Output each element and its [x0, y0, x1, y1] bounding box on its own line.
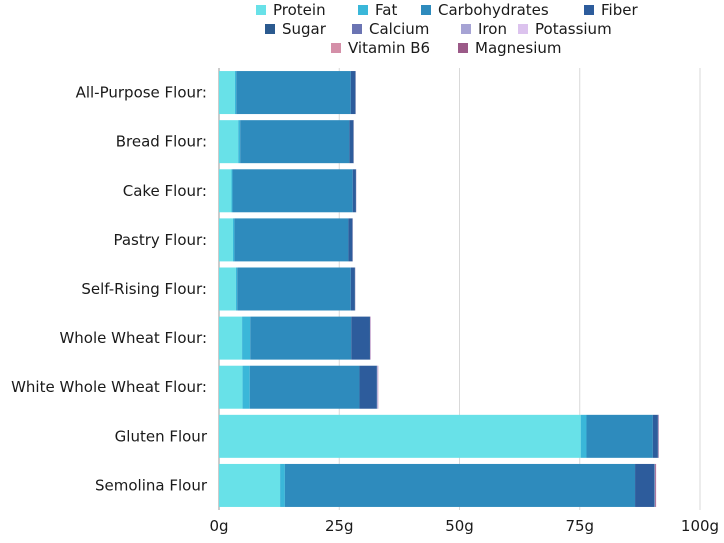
legend-swatch — [352, 24, 362, 34]
bar-row — [219, 463, 657, 507]
legend-swatch — [265, 24, 275, 34]
bar-row — [219, 414, 659, 458]
bar-segment — [348, 218, 353, 262]
bar-segment — [219, 365, 243, 409]
bar-row — [219, 71, 356, 115]
bar-segment — [232, 218, 235, 262]
bar-segment — [219, 414, 581, 458]
bar-segment — [235, 267, 238, 311]
bar-row — [219, 267, 356, 311]
bar-row — [219, 365, 379, 409]
bar-segment — [219, 316, 243, 360]
bar-segment — [234, 218, 349, 262]
bar-segment — [370, 316, 371, 360]
bar-segment — [234, 71, 237, 115]
legend-item: Calcium — [352, 20, 429, 38]
bar-segment — [351, 316, 370, 360]
bar-segment — [242, 365, 250, 409]
category-label: Cake Flour: — [123, 182, 207, 200]
category-label: White Whole Wheat Flour: — [11, 378, 207, 396]
legend-label: Fiber — [601, 1, 638, 19]
legend-label: Calcium — [369, 20, 429, 38]
legend-item: Vitamin B6 — [331, 39, 430, 57]
category-label: Pastry Flour: — [113, 231, 207, 249]
legend-item: Potassium — [518, 20, 612, 38]
legend-label: Magnesium — [475, 39, 562, 57]
legend-label: Fat — [375, 1, 397, 19]
bar-segment — [280, 463, 285, 507]
legend-item: Sugar — [265, 20, 327, 38]
bar-segment — [249, 365, 360, 409]
bar-segment — [350, 267, 355, 311]
bars — [219, 71, 659, 507]
legend-item: Fat — [358, 1, 397, 19]
bar-row — [219, 169, 357, 213]
legend-item: Fiber — [584, 1, 638, 19]
legend-label: Carbohydrates — [438, 1, 549, 19]
bar-segment — [352, 169, 356, 213]
legend-label: Sugar — [282, 20, 327, 38]
bar-segment — [219, 71, 235, 115]
x-tick-label: 75g — [565, 517, 594, 535]
bar-segment — [232, 169, 353, 213]
legend-swatch — [256, 5, 266, 15]
category-label: Self-Rising Flour: — [81, 280, 207, 298]
x-tick-label: 0g — [209, 517, 228, 535]
bar-segment — [219, 169, 232, 213]
legend-swatch — [458, 43, 468, 53]
category-label: Gluten Flour — [115, 427, 208, 445]
category-labels: All-Purpose Flour: Bread Flour: Cake Flour… — [11, 84, 208, 495]
legend-item: Magnesium — [458, 39, 562, 57]
bar-segment — [250, 316, 352, 360]
legend-swatch — [331, 43, 341, 53]
bar-segment — [242, 316, 251, 360]
bar-segment — [655, 463, 657, 507]
legend-swatch — [421, 5, 431, 15]
bar-segment — [359, 365, 377, 409]
legend-item: Protein — [256, 1, 326, 19]
legend-label: Iron — [478, 20, 507, 38]
x-axis-ticks: 0g 25g 50g 75g 100g — [209, 517, 719, 535]
bar-segment — [377, 365, 378, 409]
legend-swatch — [358, 5, 368, 15]
legend-swatch — [584, 5, 594, 15]
legend-item: Iron — [461, 20, 507, 38]
legend-item: Carbohydrates — [421, 1, 549, 19]
bar-segment — [349, 120, 354, 164]
bar-segment — [231, 169, 233, 213]
bar-segment — [284, 463, 636, 507]
legend-label: Vitamin B6 — [348, 39, 430, 57]
bar-row — [219, 316, 371, 360]
bar-segment — [652, 414, 658, 458]
bar-segment — [219, 120, 239, 164]
legend-label: Protein — [273, 1, 326, 19]
category-label: Semolina Flour — [95, 476, 208, 494]
bar-row — [219, 120, 354, 164]
bar-segment — [219, 218, 233, 262]
bar-segment — [237, 267, 351, 311]
x-tick-label: 25g — [325, 517, 354, 535]
legend-swatch — [461, 24, 471, 34]
bar-segment — [236, 71, 351, 115]
category-label: Bread Flour: — [116, 133, 207, 151]
x-tick-label: 100g — [681, 517, 719, 535]
bar-segment — [586, 414, 653, 458]
x-tick-label: 50g — [445, 517, 474, 535]
category-label: Whole Wheat Flour: — [59, 329, 207, 347]
bar-row — [219, 218, 354, 262]
bar-segment — [635, 463, 655, 507]
bar-segment — [350, 71, 356, 115]
legend-label: Potassium — [535, 20, 612, 38]
legend: Protein Fat Carbohydrates Fiber Sugar Calcium… — [256, 1, 638, 57]
bar-segment — [219, 267, 236, 311]
bar-segment — [219, 463, 281, 507]
bar-segment — [238, 120, 241, 164]
legend-swatch — [518, 24, 528, 34]
bar-segment — [580, 414, 587, 458]
bar-segment — [240, 120, 350, 164]
category-label: All-Purpose Flour: — [76, 84, 207, 102]
